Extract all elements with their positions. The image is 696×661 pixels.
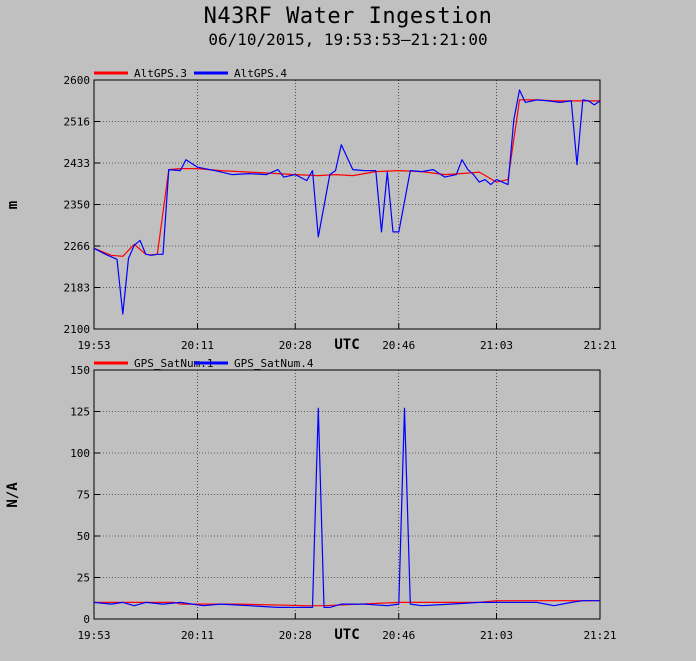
x-tick-label: 21:21 — [583, 629, 616, 642]
y-tick-label: 2433 — [64, 157, 91, 170]
series-line-gps-satnum-1 — [94, 600, 600, 607]
x-axis-label: UTC — [334, 627, 359, 643]
chart-panel-1: 2100 2183 2266 2350 2433 2516 2600 19:53 20:11 20… — [5, 67, 617, 353]
x-tick-label: 19:53 — [77, 339, 110, 352]
series-line-gps-satnum-4 — [93, 407, 600, 609]
legend-label: AltGPS.3 — [134, 67, 187, 80]
y-axis-label: N/A — [5, 482, 21, 508]
y-tick-label: 2600 — [64, 74, 91, 87]
legend-label: GPS_SatNum.1 — [134, 357, 213, 370]
x-tick-label: 21:21 — [583, 339, 616, 352]
x-tick-label: 20:11 — [181, 629, 214, 642]
chart-panel-2: 0 25 50 75 100 125 150 19:53 20:11 20:28 20:46 21:0… — [5, 357, 617, 643]
y-tick-label: 0 — [83, 613, 90, 626]
x-tick-label: 20:46 — [382, 339, 415, 352]
y-tick-label: 2100 — [64, 323, 91, 336]
y-tick-label: 75 — [77, 489, 90, 502]
y-tick-label: 2183 — [64, 282, 91, 295]
series-line-altgps-4 — [93, 89, 601, 315]
x-tick-label: 21:03 — [480, 339, 513, 352]
x-tick-label: 20:28 — [279, 339, 312, 352]
x-tick-label: 20:28 — [279, 629, 312, 642]
legend-label: AltGPS.4 — [234, 67, 287, 80]
y-axis-label: m — [5, 201, 21, 209]
page-subtitle: 06/10/2015, 19:53:53–21:21:00 — [208, 30, 488, 49]
y-tick-label: 150 — [70, 364, 90, 377]
y-tick-label: 125 — [70, 406, 90, 419]
x-tick-label: 20:11 — [181, 339, 214, 352]
y-tick-label: 50 — [77, 530, 90, 543]
legend-label: GPS_SatNum.4 — [234, 357, 314, 370]
x-axis-label: UTC — [334, 337, 359, 353]
y-tick-label: 2350 — [64, 199, 91, 212]
y-tick-label: 2516 — [64, 116, 91, 129]
page-title: N43RF Water Ingestion — [203, 4, 493, 29]
y-tick-label: 2266 — [64, 240, 91, 253]
x-tick-label: 19:53 — [77, 629, 110, 642]
x-tick-label: 20:46 — [382, 629, 415, 642]
y-tick-label: 100 — [70, 447, 90, 460]
x-tick-label: 21:03 — [480, 629, 513, 642]
y-tick-label: 25 — [77, 572, 90, 585]
